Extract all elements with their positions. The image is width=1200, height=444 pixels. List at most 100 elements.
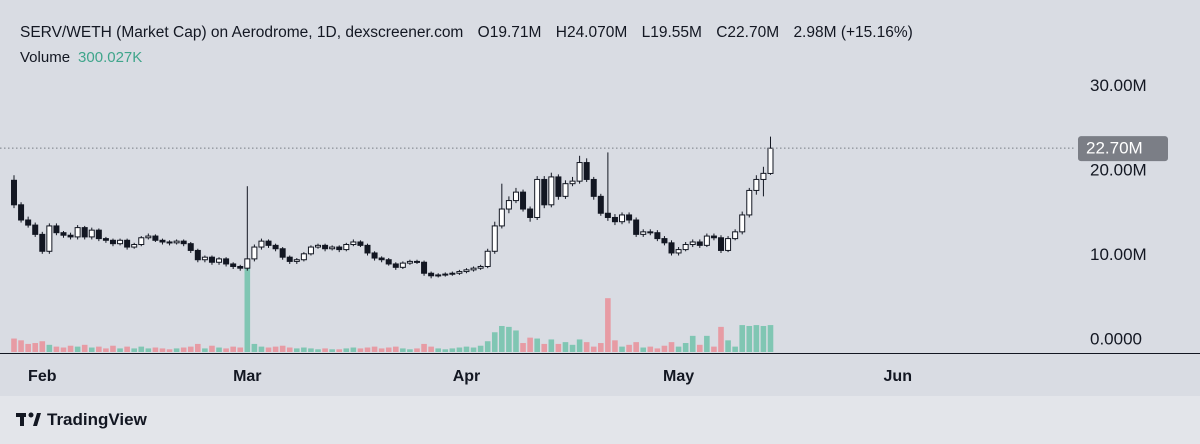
- candle-body: [371, 252, 378, 259]
- candle-body: [329, 246, 336, 250]
- volume-bar: [286, 347, 293, 352]
- volume-bar: [484, 341, 491, 352]
- volume-bar: [704, 335, 710, 352]
- candle-body: [166, 241, 173, 244]
- volume-bar: [506, 326, 512, 352]
- tv-logo: [16, 412, 41, 426]
- volume-bar: [392, 346, 399, 352]
- candle-body: [208, 256, 215, 263]
- candle-body: [406, 260, 413, 264]
- candle-body: [590, 178, 597, 197]
- volume-bar: [32, 343, 39, 352]
- volume-bar: [569, 344, 576, 352]
- candle-body: [336, 246, 343, 251]
- candle-body: [527, 208, 534, 218]
- candle-body: [11, 179, 17, 206]
- volume-bar: [357, 348, 364, 352]
- volume-bar: [272, 346, 279, 352]
- candle-body: [18, 204, 25, 221]
- volume-bar: [583, 342, 590, 352]
- volume-bar: [675, 346, 682, 352]
- volume-bar: [590, 346, 597, 352]
- volume-bar: [322, 348, 328, 352]
- candle-body: [272, 244, 279, 250]
- volume-bar: [470, 347, 477, 352]
- candle-body: [484, 250, 491, 267]
- candle-body: [661, 238, 668, 244]
- candle-body: [53, 225, 60, 234]
- candle-body: [385, 259, 392, 265]
- candle-body: [428, 272, 435, 277]
- volume-bar: [605, 298, 611, 352]
- candle-body: [343, 244, 350, 251]
- volume-bar: [527, 337, 533, 352]
- volume-bar: [202, 348, 208, 352]
- volume-legend: Volume 300.027K: [20, 49, 150, 66]
- candle-body: [81, 227, 88, 238]
- volume-bar: [124, 346, 130, 352]
- volume-bar: [633, 342, 639, 352]
- candle-body: [541, 178, 548, 206]
- candle-body: [145, 235, 152, 239]
- volume-bar: [46, 344, 53, 352]
- candle-body: [767, 147, 774, 174]
- candle-body: [421, 261, 428, 274]
- candle-body: [597, 195, 604, 214]
- volume-bar: [258, 346, 265, 352]
- candle-body: [477, 265, 484, 269]
- x-tick-label: Jun: [884, 368, 912, 385]
- chart-title: SERV/WETH (Market Cap) on Aerodrome, 1D,…: [20, 24, 464, 41]
- candle-body: [470, 267, 477, 271]
- volume-bar: [435, 348, 441, 352]
- volume-bar: [711, 346, 717, 352]
- candle-body: [357, 241, 364, 246]
- candle-body: [725, 238, 732, 251]
- candle-body: [449, 272, 456, 275]
- volume-bar: [442, 349, 449, 352]
- candle-body: [696, 241, 703, 246]
- volume-bar: [110, 345, 116, 352]
- volume-bar: [301, 347, 307, 352]
- candle-body: [647, 231, 654, 234]
- volume-bar: [548, 339, 555, 352]
- volume-bar: [308, 348, 314, 352]
- volume-bar: [491, 332, 498, 352]
- candle-body: [442, 273, 449, 276]
- candle-body: [67, 234, 74, 238]
- volume-bar: [223, 348, 229, 352]
- volume-bar: [477, 345, 484, 352]
- volume-bar: [689, 335, 696, 352]
- volume-bar: [463, 346, 470, 352]
- volume-bar: [661, 345, 668, 352]
- volume-bar: [555, 343, 562, 352]
- candle-body: [633, 219, 640, 235]
- volume-bar: [407, 349, 413, 352]
- volume-bar: [74, 346, 81, 352]
- candle-body: [718, 237, 724, 251]
- candle-body: [286, 256, 293, 262]
- y-tick-label: 10.00M: [1090, 245, 1147, 264]
- candle-body: [555, 176, 562, 197]
- candle-body: [187, 243, 194, 251]
- candle-body: [124, 239, 131, 248]
- candle-body: [534, 178, 541, 218]
- candle-body: [611, 216, 618, 223]
- volume-bar: [400, 348, 406, 352]
- volume-bar: [187, 346, 194, 352]
- candle-body: [152, 235, 159, 241]
- x-tick-label: May: [663, 368, 694, 385]
- y-tick-label: 30.00M: [1090, 76, 1147, 95]
- volume-bar: [159, 348, 166, 352]
- volume-bar: [682, 343, 689, 352]
- volume-bar: [343, 348, 350, 352]
- candle-body: [230, 263, 237, 267]
- volume-bar: [696, 344, 703, 352]
- candle-body: [626, 214, 633, 221]
- candle-body: [498, 208, 505, 227]
- volume-bar: [541, 343, 548, 352]
- candle-body: [604, 212, 611, 218]
- volume-bar: [385, 347, 392, 352]
- candle-body: [237, 265, 244, 269]
- volume-bar: [449, 348, 456, 352]
- volume-bar: [131, 348, 137, 352]
